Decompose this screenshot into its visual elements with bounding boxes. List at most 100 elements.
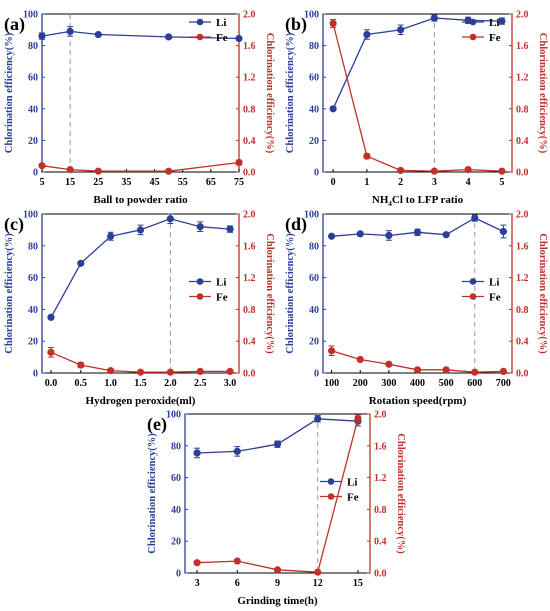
data-point-li: [442, 231, 450, 239]
data-point-li: [471, 214, 479, 222]
panel-label: (e): [147, 414, 167, 435]
y-left-tick-label: 60: [171, 473, 181, 484]
x-axis-label: Hydrogen peroxide(ml): [86, 395, 196, 407]
data-point-fe: [363, 152, 371, 160]
legend-label: Fe: [347, 492, 359, 504]
x-tick-label: 200: [353, 378, 368, 389]
x-tick-label: 5: [499, 177, 504, 188]
series-fe: [327, 345, 508, 376]
y-right-label: Chlorination efficiency(%): [395, 433, 406, 554]
data-point-fe: [94, 167, 102, 175]
data-point-fe: [77, 361, 85, 369]
data-point-fe: [235, 158, 243, 167]
data-point-fe: [385, 360, 393, 368]
data-point-fe: [327, 347, 336, 355]
y-right-tick-label: 1.6: [516, 41, 529, 52]
y-right-tick-label: 0.0: [243, 168, 256, 179]
y-right-label: Chlorination efficiency(%): [537, 233, 548, 354]
data-point-fe: [193, 559, 201, 567]
data-point-li: [430, 14, 438, 22]
data-point-fe: [354, 415, 362, 423]
data-point-li: [314, 415, 322, 423]
data-point-li: [166, 215, 174, 223]
data-point-fe: [329, 19, 337, 28]
y-left-tick-label: 20: [28, 337, 38, 348]
y-left-tick-label: 80: [171, 441, 181, 452]
data-point-li: [413, 228, 422, 236]
legend-label: Li: [347, 477, 357, 489]
y-right-tick-label: 2.0: [374, 410, 387, 421]
series-line-fe: [332, 23, 502, 172]
y-right-tick-label: 0.4: [243, 136, 256, 147]
y-left-label: Chlorination efficiency(%): [285, 233, 296, 354]
x-tick-label: 12: [313, 578, 323, 589]
x-tick-label: 100: [324, 378, 339, 389]
y-right-label: Chlorination efficiency(%): [264, 33, 275, 154]
panel-label: (b): [285, 14, 307, 35]
series-line-li: [332, 17, 502, 110]
y-right-tick-label: 1.6: [374, 441, 387, 452]
y-left-tick-label: 80: [309, 241, 319, 252]
legend-marker: [469, 33, 477, 41]
data-point-fe: [165, 167, 173, 175]
data-point-li: [66, 27, 74, 35]
legend-label: Fe: [216, 32, 228, 44]
panel-label: (c): [4, 214, 24, 235]
y-right-tick-label: 0.8: [516, 104, 529, 115]
data-point-li: [499, 227, 508, 236]
y-left-tick-label: 100: [304, 10, 319, 21]
x-tick-label: 5: [40, 177, 45, 188]
data-point-li: [94, 30, 102, 39]
legend: Li Fe: [189, 17, 228, 44]
y-left-label: Chlorination efficiency(%): [285, 32, 296, 153]
plot-frame: [322, 213, 513, 374]
x-tick-label: 25: [93, 177, 103, 188]
legend-label: Li: [489, 17, 499, 29]
data-point-li: [235, 34, 243, 43]
y-right-tick-label: 0.0: [243, 369, 256, 380]
data-point-fe: [471, 368, 479, 376]
plot-frame: [184, 413, 371, 574]
x-tick-label: 3: [195, 578, 200, 589]
legend-marker: [196, 18, 204, 26]
y-right-tick-label: 1.2: [516, 273, 529, 284]
y-left-tick-label: 60: [28, 73, 38, 84]
y-right-tick-label: 2.0: [243, 10, 256, 21]
x-tick-label: 45: [150, 177, 160, 188]
x-axis-label-subscript: 4: [388, 200, 392, 208]
y-left-tick-label: 100: [23, 210, 38, 221]
x-tick-label: 0.5: [75, 378, 88, 389]
series-li: [329, 14, 506, 113]
y-right-tick-label: 2.0: [516, 210, 529, 221]
y-left-tick-label: 80: [28, 41, 38, 52]
y-left-tick-label: 100: [304, 210, 319, 221]
data-point-fe: [38, 162, 46, 170]
x-tick-label: 2.5: [194, 378, 207, 389]
data-point-li: [233, 447, 241, 455]
y-left-tick-label: 40: [28, 104, 38, 115]
data-point-li: [77, 259, 85, 267]
y-right-tick-label: 0.4: [374, 537, 387, 548]
data-point-fe: [226, 367, 234, 376]
data-point-fe: [314, 568, 322, 576]
y-left-label: Chlorination efficiency(%): [147, 433, 158, 554]
series-fe: [193, 414, 362, 576]
y-left-tick-label: 0: [33, 369, 38, 380]
legend: Li Fe: [462, 17, 501, 44]
data-point-li: [498, 17, 506, 25]
y-right-tick-label: 1.6: [516, 241, 529, 252]
data-point-li: [273, 440, 282, 448]
y-right-tick-label: 1.2: [516, 73, 529, 84]
y-left-tick-label: 0: [176, 569, 181, 580]
series-fe: [38, 158, 243, 175]
plot-frame: [41, 213, 240, 374]
legend: Li Fe: [189, 277, 228, 304]
legend-marker: [327, 478, 335, 485]
legend-marker: [469, 278, 477, 285]
y-right-tick-label: 2.0: [516, 10, 529, 21]
data-point-fe: [499, 367, 508, 376]
y-right-tick-label: 1.2: [374, 473, 387, 484]
legend-label: Fe: [216, 292, 228, 304]
series-li: [38, 26, 243, 43]
data-point-li: [196, 223, 204, 231]
